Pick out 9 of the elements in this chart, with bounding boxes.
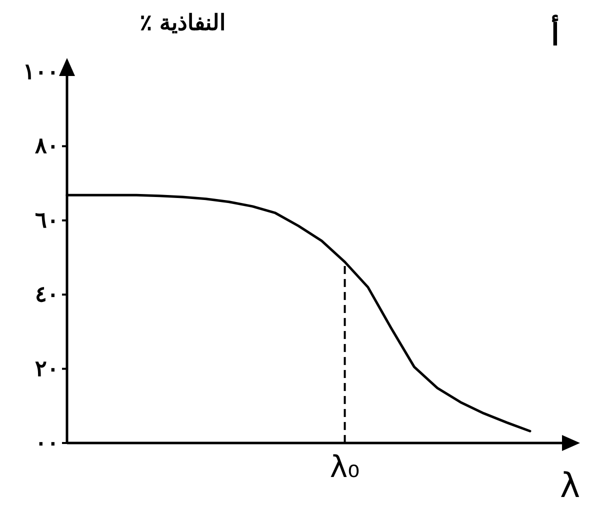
xtick: λ₀ — [330, 450, 360, 485]
ylabel: النفاذية ٪ — [140, 10, 226, 36]
ytick: ٤٠ — [35, 282, 59, 308]
ytick: ٦٠ — [35, 207, 59, 234]
xlabel: λ — [560, 466, 580, 506]
ytick: ٠٠ — [35, 430, 59, 456]
ytick: ٢٠ — [35, 356, 59, 382]
ytick: ١٠٠ — [23, 59, 59, 85]
ytick: ٨٠ — [35, 133, 59, 160]
